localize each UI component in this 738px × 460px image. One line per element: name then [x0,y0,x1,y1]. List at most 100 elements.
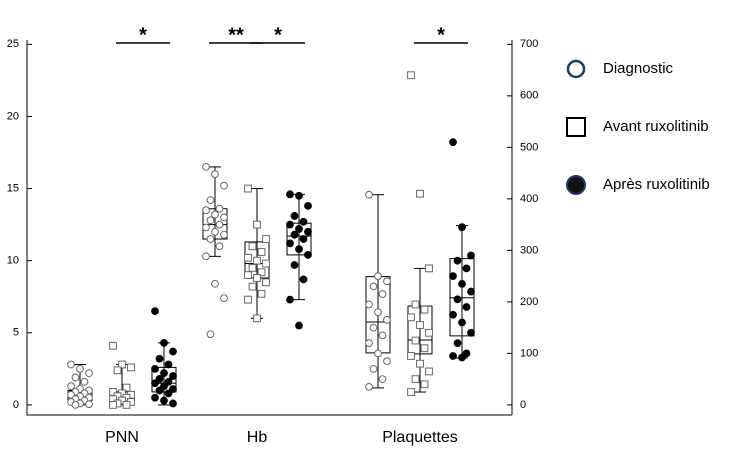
data-point [295,245,303,254]
data-point [365,382,373,391]
data-point [151,307,159,316]
data-point [304,227,312,236]
data-point [244,253,252,262]
data-point [244,184,252,193]
y2-tick-label: 600 [520,90,538,102]
data-point [80,377,89,386]
data-point [211,210,219,219]
data-point [453,256,462,265]
data-point [262,259,270,268]
data-point [286,239,294,248]
y-tick-label: 20 [7,110,19,122]
data-point [257,289,266,298]
data-point [299,217,308,226]
significance-label: * [274,24,282,46]
data-point [122,401,131,409]
data-point [206,216,215,225]
data-point [118,360,126,369]
data-point [420,380,429,389]
data-point [290,212,299,220]
data-point [365,339,373,347]
data-point [202,206,210,215]
data-point [453,295,462,304]
legend-label: Avant ruxolitinib [603,118,709,135]
data-point [215,204,224,213]
data-point [286,295,294,304]
data-point [211,279,219,288]
data-point [206,235,215,243]
box [286,222,312,256]
data-point [467,251,475,260]
y-tick-label: 5 [13,327,19,339]
legend-marker [566,175,586,195]
data-point [122,383,131,392]
data-point [67,382,75,391]
legend-marker [566,117,586,137]
data-point [160,338,168,347]
data-point [304,201,312,210]
data-point [253,256,261,265]
data-point [416,189,424,198]
data-point [425,328,433,337]
data-point [248,263,257,272]
data-point [467,287,475,296]
data-point [425,367,433,376]
data-point [411,375,420,384]
data-point [299,235,308,243]
data-point [374,272,382,281]
data-point [202,252,210,261]
data-point [76,364,84,373]
data-point [407,388,415,396]
data-point [369,323,378,332]
data-point [220,230,228,239]
data-point [202,223,210,232]
data-point [155,386,164,395]
data-point [215,242,224,251]
data-point [383,357,391,366]
data-point [244,295,252,304]
data-point [220,181,228,190]
data-point [257,248,266,256]
x-tick-label: Hb [247,429,268,446]
data-point [374,308,382,317]
data-point [206,330,215,339]
data-point [67,360,75,369]
data-point [365,190,373,199]
data-point [211,170,219,179]
data-point [383,316,391,324]
y2-tick-label: 0 [520,399,526,411]
y2-tick-label: 100 [520,347,538,359]
data-point [458,318,466,327]
legend-label: Après ruxolitinib [603,176,710,193]
data-point [458,279,466,288]
data-point [467,328,475,337]
data-point [253,314,261,323]
data-point [383,277,391,286]
data-point [151,393,159,402]
data-point [169,347,177,356]
data-point [374,349,382,358]
data-point [304,251,312,259]
data-point [85,400,93,409]
data-point [407,352,415,360]
data-point [71,373,80,382]
data-point [160,396,168,405]
data-point [369,282,378,291]
data-point [248,242,257,251]
data-point [244,271,252,279]
data-point [411,300,420,309]
data-point [127,363,135,372]
data-point [449,310,457,319]
data-point [295,225,303,233]
data-point [420,344,429,353]
data-point [407,313,415,322]
data-point [290,261,299,269]
legend-marker [566,59,586,79]
data-point [299,275,308,284]
significance-label: ** [228,24,244,46]
data-point [206,196,215,204]
data-point [164,360,173,369]
box [151,366,177,393]
data-point [257,268,266,277]
data-point [425,264,433,273]
